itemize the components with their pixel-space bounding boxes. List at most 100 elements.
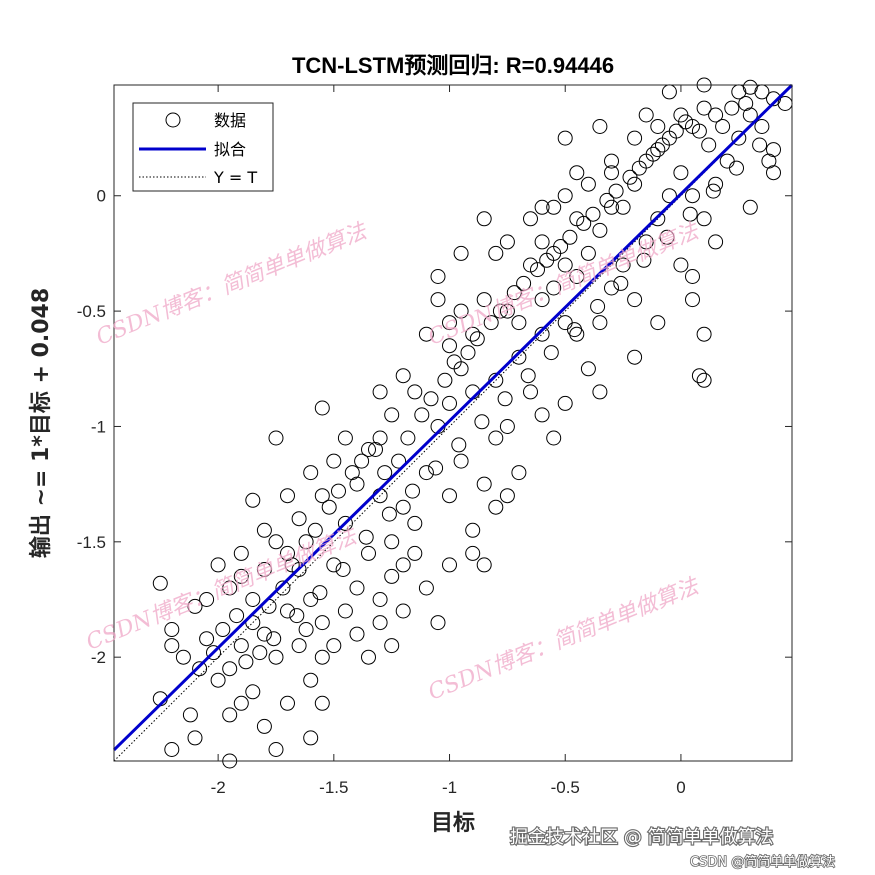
data-point [511, 349, 527, 365]
x-tick-label: -2 [211, 778, 226, 797]
data-point [314, 649, 330, 665]
data-point [557, 395, 573, 411]
data-point [229, 608, 245, 624]
data-point [488, 499, 504, 515]
data-point [476, 292, 492, 308]
data-point [268, 742, 284, 757]
data-point [233, 545, 249, 561]
data-point [742, 199, 758, 215]
chart-title: TCN-LSTM预测回归: R=0.94446 [292, 53, 614, 78]
data-point [553, 239, 569, 254]
data-point [613, 275, 629, 291]
data-point [430, 615, 446, 631]
data-point [372, 430, 388, 446]
data-point [238, 654, 254, 670]
data-point [615, 199, 631, 215]
data-point [567, 322, 582, 338]
data-point [349, 626, 365, 642]
data-point [245, 684, 261, 700]
data-point [182, 707, 198, 723]
x-tick-label: -0.5 [551, 778, 580, 797]
data-point [543, 345, 559, 361]
data-point [604, 153, 619, 169]
data-point [164, 742, 180, 757]
data-point [291, 511, 307, 527]
data-point [615, 257, 631, 273]
data-point [476, 476, 492, 492]
data-point [414, 407, 430, 423]
data-point [252, 645, 268, 661]
data-point [708, 107, 724, 123]
y-axis-ticks: -2 -1.5 -1 -0.5 0 [77, 187, 792, 667]
data-point [442, 315, 457, 331]
data-point [335, 562, 351, 577]
data-point [418, 465, 434, 481]
data-point [476, 557, 492, 573]
data-point [307, 522, 323, 538]
data-point [645, 146, 661, 162]
data-point [506, 285, 522, 301]
data-point [368, 442, 383, 457]
data-point [437, 372, 453, 388]
data-point [534, 407, 550, 423]
data-point [682, 206, 698, 222]
data-point [268, 649, 284, 665]
data-point [534, 326, 550, 342]
y-tick-label: -0.5 [77, 302, 106, 321]
data-point [453, 453, 469, 469]
data-point [233, 568, 249, 584]
x-tick-label: -1 [442, 778, 457, 797]
data-point [742, 79, 758, 95]
data-point [492, 303, 508, 319]
data-point [516, 275, 532, 291]
data-point [354, 453, 370, 469]
data-point [659, 229, 675, 245]
data-point [580, 361, 596, 377]
data-point [326, 557, 342, 573]
data-point [557, 130, 573, 146]
data-point [465, 522, 481, 538]
data-point [766, 142, 781, 158]
data-point [391, 453, 407, 469]
data-point [608, 183, 624, 199]
data-point [268, 534, 284, 550]
legend-label-identity: Y = T [213, 168, 257, 187]
data-point [754, 119, 770, 134]
data-point [465, 326, 481, 342]
data-point [400, 430, 416, 446]
data-point [164, 622, 180, 637]
data-point [691, 368, 707, 384]
data-point [381, 506, 397, 522]
data-point [520, 368, 536, 384]
data-point [627, 349, 643, 365]
data-point [499, 488, 515, 504]
data-point [474, 414, 490, 430]
data-point [326, 453, 342, 469]
data-point [650, 211, 666, 227]
data-point [298, 622, 314, 637]
data-point [631, 160, 647, 176]
data-point [256, 562, 272, 577]
data-point [696, 372, 712, 388]
data-point [442, 488, 457, 504]
data-point [326, 638, 342, 654]
data-point [275, 580, 291, 596]
legend-marker-data [165, 112, 181, 128]
data-point [245, 492, 261, 508]
data-point [622, 169, 638, 185]
data-point [585, 206, 601, 222]
data-point [187, 598, 203, 614]
legend-box [132, 102, 274, 192]
data-point [592, 119, 608, 134]
data-point [534, 199, 550, 215]
data-point [604, 280, 619, 296]
data-point [349, 580, 365, 596]
data-point [742, 107, 758, 123]
data-point [266, 631, 282, 647]
data-point [418, 580, 434, 596]
data-point [562, 229, 578, 245]
data-point [430, 292, 446, 308]
data-point [534, 292, 550, 308]
data-point [729, 160, 744, 176]
